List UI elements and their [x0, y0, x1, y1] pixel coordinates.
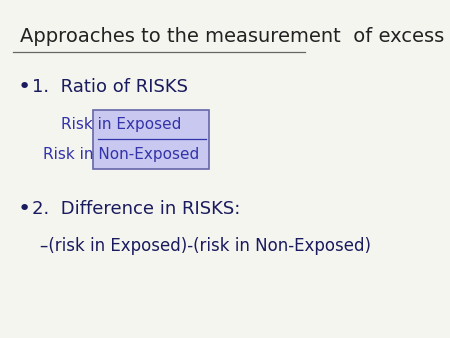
- Text: –(risk in Exposed)-(risk in Non-Exposed): –(risk in Exposed)-(risk in Non-Exposed): [40, 238, 370, 256]
- Text: 2.  Difference in RISKS:: 2. Difference in RISKS:: [32, 199, 240, 218]
- Text: •: •: [18, 198, 31, 219]
- Text: •: •: [18, 77, 31, 97]
- Text: Risk in Non-Exposed: Risk in Non-Exposed: [43, 147, 199, 162]
- FancyBboxPatch shape: [93, 110, 209, 169]
- Text: Risk in Exposed: Risk in Exposed: [61, 117, 181, 132]
- Text: Approaches to the measurement  of excess risk: Approaches to the measurement of excess …: [19, 27, 450, 46]
- Text: 1.  Ratio of RISKS: 1. Ratio of RISKS: [32, 78, 188, 96]
